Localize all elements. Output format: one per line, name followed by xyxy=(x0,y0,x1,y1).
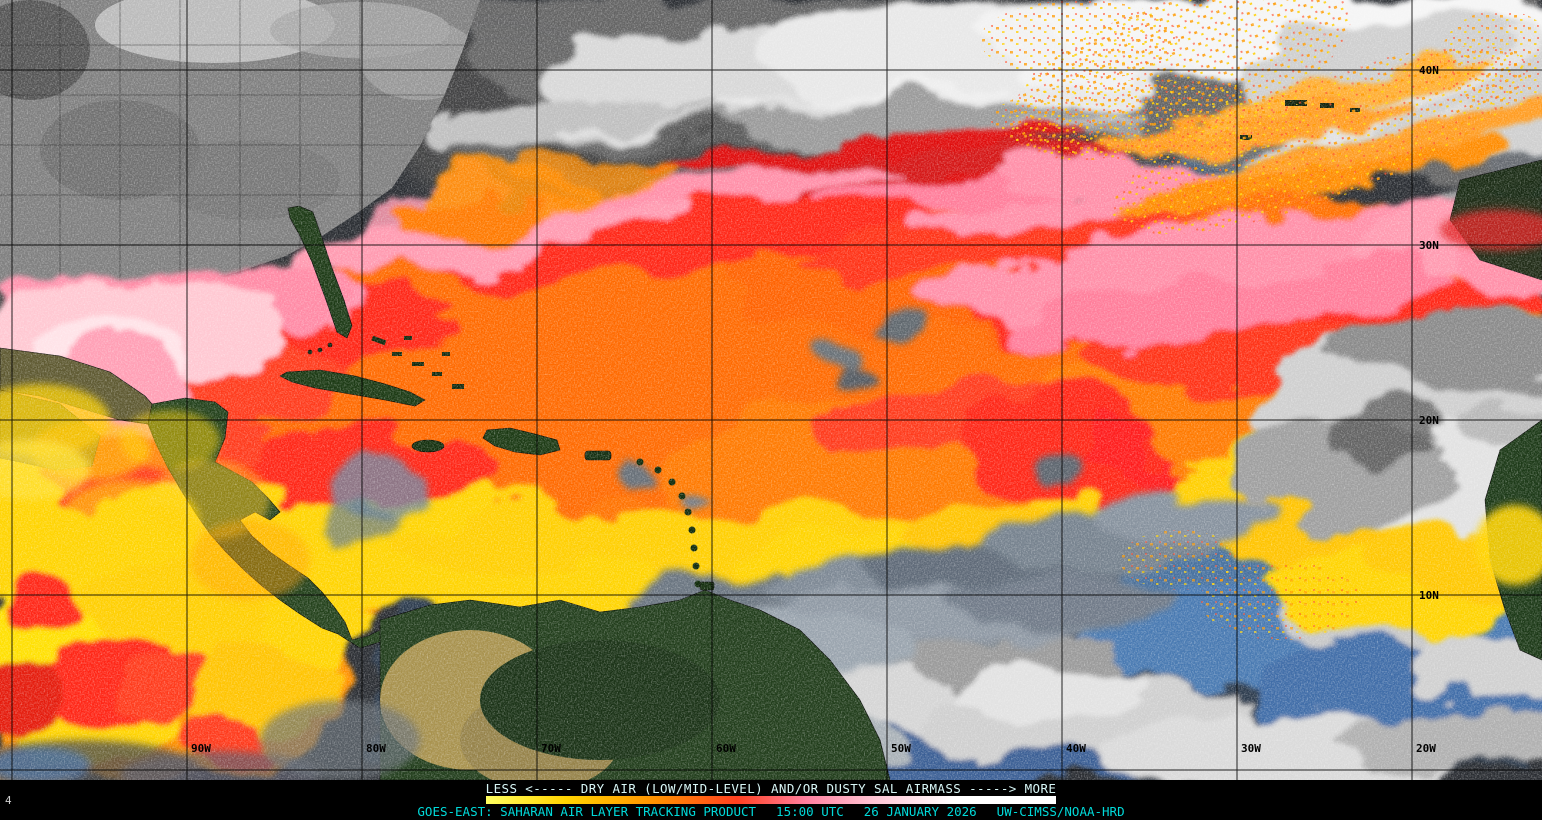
graticule-labels: 40N 30N 20N 10N 90W 80W 70W 60W 50W 40W … xyxy=(191,64,1439,755)
lon-label-30w: 30W xyxy=(1241,742,1261,755)
lat-label-40n: 40N xyxy=(1419,64,1439,77)
lon-label-50w: 50W xyxy=(891,742,911,755)
lat-label-20n: 20N xyxy=(1419,414,1439,427)
image-grain xyxy=(0,0,1542,780)
lon-label-70w: 70W xyxy=(541,742,561,755)
caption-time: 15:00 UTC xyxy=(776,804,844,819)
lon-label-60w: 60W xyxy=(716,742,736,755)
lat-label-10n: 10N xyxy=(1419,589,1439,602)
lon-label-80w: 80W xyxy=(366,742,386,755)
lon-label-40w: 40W xyxy=(1066,742,1086,755)
legend-gradient-bar xyxy=(486,796,1056,804)
product-caption: GOES-EAST: SAHARAN AIR LAYER TRACKING PR… xyxy=(417,805,1124,818)
frame-number-label: 4 xyxy=(5,794,12,807)
caption-date: 26 JANUARY 2026 xyxy=(863,804,977,819)
caption-credit: UW-CIMSS/NOAA-HRD xyxy=(996,804,1125,819)
caption-product: GOES-EAST: SAHARAN AIR LAYER TRACKING PR… xyxy=(417,804,757,819)
lat-label-30n: 30N xyxy=(1419,239,1439,252)
satellite-map: 40N 30N 20N 10N 90W 80W 70W 60W 50W 40W … xyxy=(0,0,1542,780)
bottom-annotation-bar: LESS <----- DRY AIR (LOW/MID-LEVEL) AND/… xyxy=(0,780,1542,820)
graticule-grid xyxy=(0,0,1542,780)
lon-label-20w: 20W xyxy=(1416,742,1436,755)
satellite-map-canvas: 40N 30N 20N 10N 90W 80W 70W 60W 50W 40W … xyxy=(0,0,1542,780)
legend-label: LESS <----- DRY AIR (LOW/MID-LEVEL) AND/… xyxy=(485,781,1057,796)
lon-label-90w: 90W xyxy=(191,742,211,755)
